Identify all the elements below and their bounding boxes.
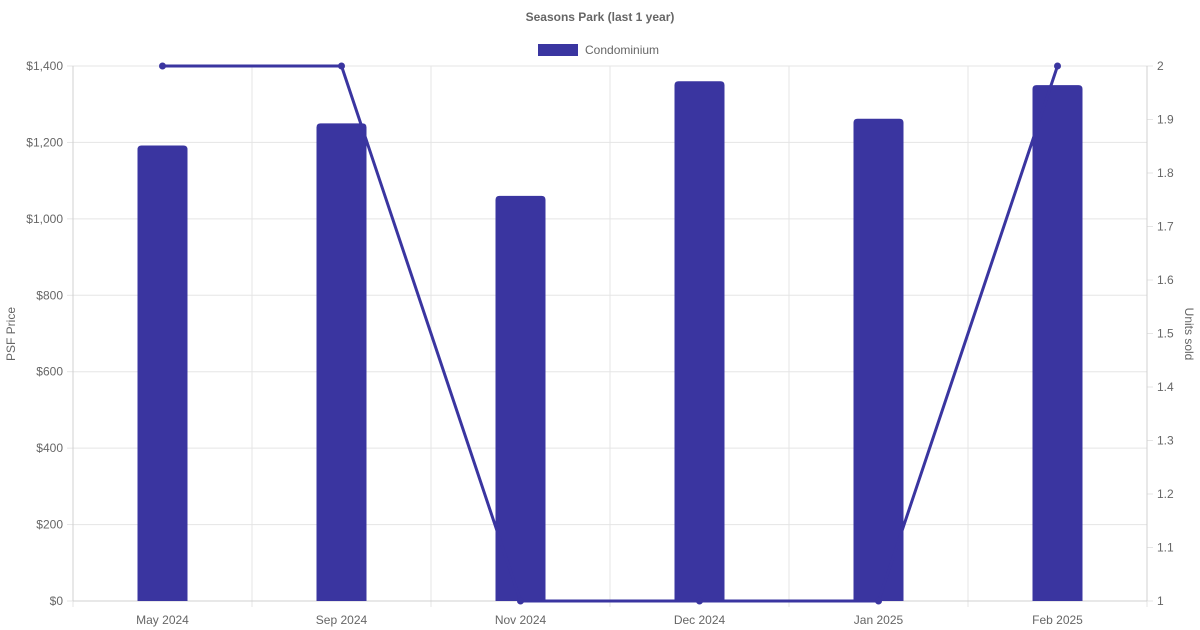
y-left-tick-label: $1,000 bbox=[26, 212, 63, 226]
y-right-tick-label: 1.5 bbox=[1157, 327, 1174, 341]
tick-labels: $0 $200 $400 $600 $800 $1,000 $1,200 $1,400 1 1.1… bbox=[26, 59, 1174, 627]
y-left-tick-label: $600 bbox=[36, 365, 63, 379]
line-point-jan-2025[interactable] bbox=[875, 597, 882, 605]
bar-feb-2025[interactable] bbox=[1032, 85, 1083, 602]
line-point-sep-2024[interactable] bbox=[338, 62, 345, 70]
y-left-tick-label: $1,200 bbox=[26, 135, 63, 149]
bar-dec-2024[interactable] bbox=[674, 81, 725, 602]
x-tick-label: May 2024 bbox=[136, 613, 189, 627]
y-right-tick-label: 1.8 bbox=[1157, 166, 1174, 180]
legend-label-condominium[interactable]: Condominium bbox=[585, 43, 659, 57]
y-axis-right-title: Units sold bbox=[1182, 308, 1196, 361]
x-tick-label: Dec 2024 bbox=[674, 613, 726, 627]
grid bbox=[72, 65, 1148, 602]
x-tick-label: Jan 2025 bbox=[854, 613, 904, 627]
y-right-tick-label: 1.6 bbox=[1157, 273, 1174, 287]
bar-series bbox=[137, 81, 1083, 602]
y-right-tick-label: 1.4 bbox=[1157, 380, 1174, 394]
legend-swatch-condominium[interactable] bbox=[538, 44, 578, 56]
y-left-tick-label: $200 bbox=[36, 518, 63, 532]
y-left-tick-label: $1,400 bbox=[26, 59, 63, 73]
line-series bbox=[159, 62, 1061, 605]
y-axis-left-title: PSF Price bbox=[4, 307, 18, 361]
y-left-tick-label: $0 bbox=[50, 594, 64, 608]
bar-may-2024[interactable] bbox=[137, 145, 188, 601]
y-right-tick-label: 1.1 bbox=[1157, 541, 1174, 555]
bar-jan-2025[interactable] bbox=[853, 118, 904, 601]
y-right-tick-label: 1.7 bbox=[1157, 220, 1174, 234]
legend[interactable]: Condominium bbox=[538, 43, 659, 57]
bar-sep-2024[interactable] bbox=[316, 123, 367, 602]
line-point-nov-2024[interactable] bbox=[517, 597, 524, 605]
line-point-may-2024[interactable] bbox=[159, 62, 166, 70]
line-point-feb-2025[interactable] bbox=[1054, 62, 1061, 70]
y-right-tick-label: 1.2 bbox=[1157, 487, 1174, 501]
units-sold-line bbox=[162, 64, 1059, 603]
y-right-tick-label: 1.3 bbox=[1157, 434, 1174, 448]
y-right-tick-label: 1 bbox=[1157, 594, 1164, 608]
y-left-tick-label: $800 bbox=[36, 288, 63, 302]
line-point-dec-2024[interactable] bbox=[696, 597, 703, 605]
y-left-tick-label: $400 bbox=[36, 441, 63, 455]
chart-title: Seasons Park (last 1 year) bbox=[526, 10, 675, 24]
x-tick-label: Feb 2025 bbox=[1032, 613, 1083, 627]
x-tick-label: Sep 2024 bbox=[316, 613, 368, 627]
bar-nov-2024[interactable] bbox=[495, 195, 546, 601]
x-tick-label: Nov 2024 bbox=[495, 613, 547, 627]
y-right-tick-label: 2 bbox=[1157, 59, 1164, 73]
y-right-tick-label: 1.9 bbox=[1157, 113, 1174, 127]
